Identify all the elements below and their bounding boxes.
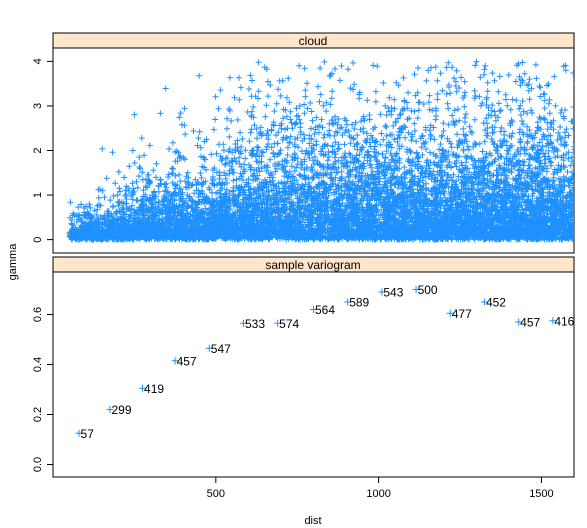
strip-variogram-label: sample variogram: [265, 258, 360, 272]
strip-cloud-label: cloud: [299, 34, 328, 48]
y-tick-label: 0.2: [32, 407, 44, 422]
variogram-point-label: 543: [383, 286, 403, 300]
variogram-point: [344, 298, 352, 306]
variogram-point: [515, 318, 523, 326]
variogram-point-label: 547: [211, 342, 231, 356]
variogram-point-label: 452: [486, 296, 506, 310]
y-tick-label: 2: [32, 147, 44, 153]
y-tick-label: 0.0: [32, 457, 44, 472]
variogram-point-label: 419: [144, 382, 164, 396]
variogram-point-label: 57: [81, 427, 95, 441]
y-tick-label: 1: [32, 192, 44, 198]
variogram-point-label: 533: [245, 317, 265, 331]
variogram-point: [75, 429, 83, 437]
variogram-point: [310, 306, 317, 313]
variogram-point: [412, 286, 420, 293]
y-tick-label: 0.6: [32, 307, 44, 322]
variogram-point: [139, 384, 147, 392]
variogram-point-label: 500: [418, 283, 438, 297]
variogram-point-label: 299: [111, 403, 131, 417]
variogram-point: [171, 357, 179, 365]
variogram-points: 57 299 419 457 547 533 574 564 589 543 500 477 452 45…: [75, 283, 574, 441]
variogram-point: [205, 344, 213, 352]
variogram-point: [239, 319, 247, 327]
variogram-point: [378, 288, 386, 296]
y-tick-label: 0: [32, 237, 44, 243]
variogram-point: [480, 298, 488, 306]
variogram-point-label: 564: [315, 303, 335, 317]
variogram-point: [106, 406, 114, 413]
x-tick-label: 1000: [366, 488, 390, 500]
variogram-point: [446, 309, 454, 317]
y-tick-label: 3: [32, 103, 44, 109]
x-axis: 500 1000 1500: [207, 477, 554, 500]
cloud-point-marks: [66, 58, 574, 243]
variogram-point-label: 457: [520, 316, 540, 330]
x-axis-label: dist: [304, 515, 321, 527]
variogram-point: [274, 319, 282, 327]
variogram-point-label: 589: [349, 296, 369, 310]
variogram-point: [549, 317, 557, 325]
variogram-point-label: 457: [177, 354, 197, 368]
variogram-point-label: 574: [279, 317, 299, 331]
variogram-point-label: 477: [452, 307, 472, 321]
cloud-y-axis: 0 1 2 3 4: [32, 58, 53, 243]
x-tick-label: 1500: [529, 488, 553, 500]
variogram-point-label: 416: [554, 314, 574, 328]
x-tick-label: 500: [207, 488, 225, 500]
variogram-y-axis: 0.0 0.2 0.4 0.6: [32, 307, 53, 472]
panel-variogram-frame: [52, 271, 575, 478]
cloud-points: [66, 58, 574, 243]
y-tick-label: 0.4: [32, 357, 44, 372]
y-tick-label: 4: [32, 58, 44, 64]
y-axis-label: gamma: [7, 243, 19, 281]
